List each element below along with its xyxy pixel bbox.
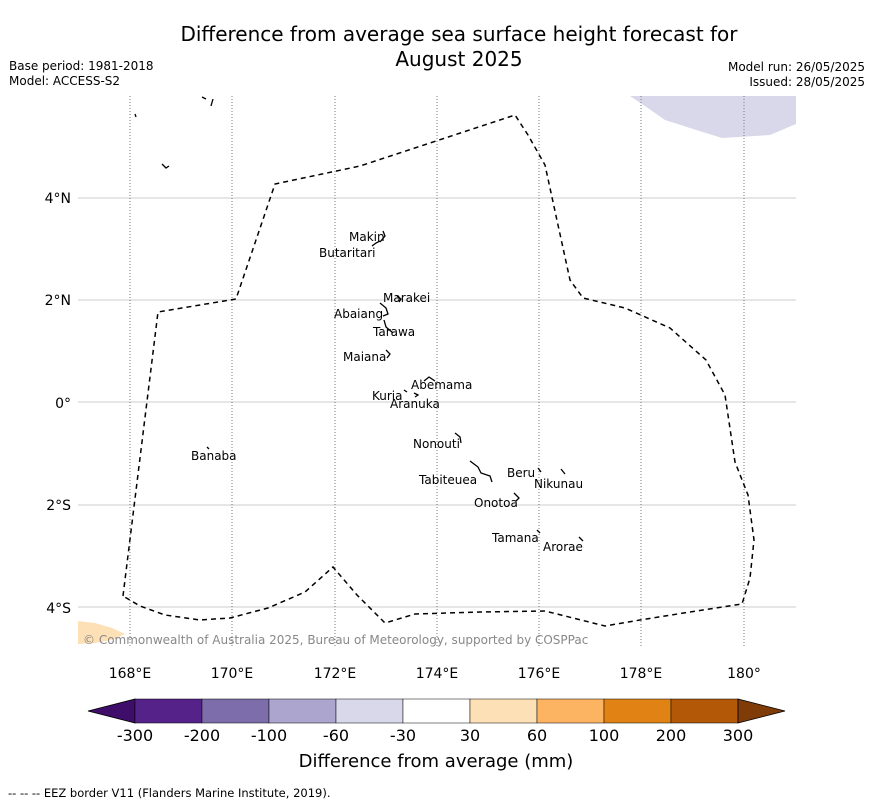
colorbar-bin-5 (402, 698, 471, 724)
base-period: Base period: 1981-2018 (9, 59, 154, 73)
lon-tick-172e: 172°E (314, 666, 357, 682)
eez-border (122, 114, 755, 627)
place-label-onotoa: Onotoa (474, 496, 518, 510)
colorbar-tick-30: 30 (460, 726, 480, 745)
colorbar-tick-m30: -30 (390, 726, 416, 745)
map-title-line1: Difference from average sea surface heig… (180, 22, 738, 46)
colorbar-extend-low (87, 698, 136, 724)
island-onotoa (513, 492, 520, 502)
map-title: Difference from average sea surface heig… (0, 22, 873, 72)
island-banaba (206, 446, 210, 450)
colorbar-bin-4 (335, 698, 404, 724)
place-label-nikunau: Nikunau (534, 477, 583, 491)
place-label-makin: Makin (349, 230, 385, 244)
island-tamana (536, 529, 541, 534)
colorbar-bin-1 (134, 698, 203, 724)
island-nikunau (560, 468, 566, 475)
place-label-banaba: Banaba (191, 449, 237, 463)
lon-tick-168e: 168°E (109, 666, 152, 682)
island-nonouti (454, 432, 462, 444)
lon-tick-176e: 176°E (518, 666, 561, 682)
place-label-arorae: Arorae (543, 540, 583, 554)
place-label-tamana: Tamana (491, 531, 539, 545)
island-butaritari (371, 240, 381, 247)
place-label-butaritari: Butaritari (319, 246, 376, 260)
islands (134, 96, 584, 542)
eez-footnote: -- -- -- EEZ border V11 (Flanders Marine… (8, 786, 331, 800)
positive-anomaly-patch (78, 621, 125, 644)
lat-tick-2s: 2°S (46, 498, 71, 514)
place-label-tabiteuea: Tabiteuea (418, 473, 477, 487)
colorbar-bin-6 (469, 698, 538, 724)
place-label-marakei: Marakei (383, 291, 430, 305)
model-run: Model run: 26/05/2025 (727, 60, 865, 74)
colorbar-bin-7 (536, 698, 605, 724)
lon-tick-180: 180° (727, 666, 761, 682)
lon-tick-labels: 168°E 170°E 172°E 174°E 176°E 178°E 180° (109, 666, 761, 682)
colorbar-bin-2 (201, 698, 270, 724)
metadata-right: Model run: 26/05/2025 Issued: 28/05/2025 (728, 60, 865, 90)
colorbar-tick-60: 60 (527, 726, 547, 745)
lat-tick-4s: 4°S (46, 601, 71, 617)
island-marakei (396, 295, 402, 303)
lat-tick-4n: 4°N (45, 191, 71, 207)
metadata-left: Base period: 1981-2018 Model: ACCESS-S2 (9, 59, 154, 89)
island-maiana (385, 349, 391, 359)
place-label-tarawa: Tarawa (372, 325, 415, 339)
place-label-abemama: Abemama (411, 378, 472, 392)
island-tabiteuea (469, 460, 493, 483)
place-label-kuria: Kuria (372, 389, 403, 403)
island-makin (379, 230, 386, 243)
island-nw-3 (161, 163, 170, 169)
island-nw-1 (201, 96, 214, 107)
place-label-abaiang: Abaiang (334, 307, 383, 321)
lon-tick-174e: 174°E (416, 666, 459, 682)
island-abemama (423, 376, 436, 382)
negative-anomaly-patch (630, 96, 796, 138)
colorbar-bin-8 (603, 698, 672, 724)
place-label-aranuka: Aranuka (390, 397, 440, 411)
colorbar-tick-m60: -60 (323, 726, 349, 745)
colorbar-tick-m300: -300 (117, 726, 153, 745)
island-beru (537, 467, 542, 473)
colorbar-tick-labels: -300 -200 -100 -60 -30 30 60 100 200 300 (117, 726, 753, 745)
issued-date: Issued: 28/05/2025 (749, 75, 865, 89)
colorbar-tick-300: 300 (723, 726, 754, 745)
colorbar-tick-m100: -100 (251, 726, 287, 745)
copyright-notice: © Commonwealth of Australia 2025, Bureau… (83, 633, 588, 647)
lat-tick-2n: 2°N (45, 293, 71, 309)
colorbar-label: Difference from average (mm) (299, 751, 574, 772)
map-area: Makin Butaritari Marakei Abaiang Tarawa … (78, 96, 796, 648)
island-kuria (403, 389, 408, 393)
island-abaiang (379, 302, 389, 317)
colorbar-tick-100: 100 (589, 726, 620, 745)
colorbar-tick-200: 200 (656, 726, 687, 745)
lat-tick-0: 0° (55, 396, 71, 412)
island-nw-2 (134, 113, 137, 118)
colorbar-tick-m200: -200 (184, 726, 220, 745)
island-aranuka (413, 392, 420, 398)
place-label-maiana: Maiana (343, 350, 386, 364)
map-title-line2: August 2025 (395, 47, 523, 71)
place-label-beru: Beru (507, 466, 535, 480)
colorbar-bin-9 (670, 698, 739, 724)
colorbar: -300 -200 -100 -60 -30 30 60 100 200 300… (87, 698, 786, 772)
place-labels: Makin Butaritari Marakei Abaiang Tarawa … (191, 230, 583, 554)
lon-tick-170e: 170°E (211, 666, 254, 682)
lat-tick-labels: 4°N 2°N 0° 2°S 4°S (45, 191, 72, 617)
island-arorae (578, 536, 584, 542)
colorbar-bin-3 (268, 698, 337, 724)
lon-tick-178e: 178°E (620, 666, 663, 682)
model-name: Model: ACCESS-S2 (9, 74, 121, 88)
island-tarawa (383, 319, 394, 334)
colorbar-extend-high (737, 698, 786, 724)
place-label-nonouti: Nonouti (413, 437, 460, 451)
